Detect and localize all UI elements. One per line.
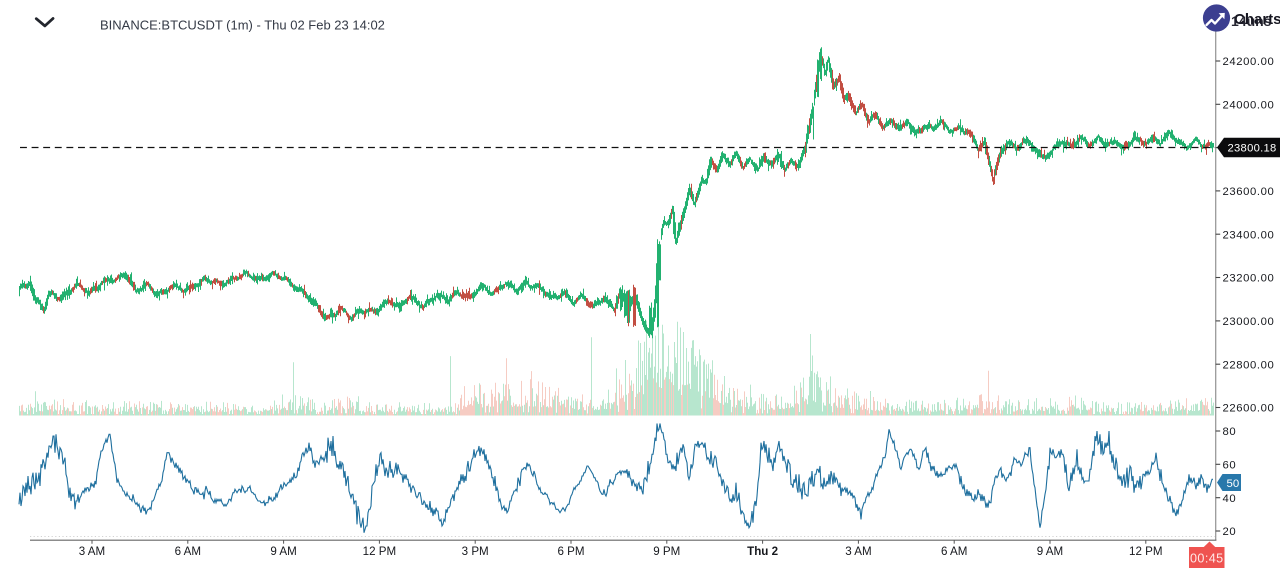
svg-text:24000.00: 24000.00 (1223, 99, 1275, 111)
svg-text:40: 40 (1223, 493, 1237, 505)
svg-text:9 AM: 9 AM (270, 545, 296, 558)
svg-text:6 AM: 6 AM (941, 545, 967, 558)
svg-text:14uns: 14uns (1231, 13, 1272, 29)
svg-text:80: 80 (1223, 426, 1237, 438)
svg-text:3 PM: 3 PM (462, 545, 489, 558)
svg-text:12 PM: 12 PM (1129, 545, 1163, 558)
svg-text:Charts p: Charts p (1234, 11, 1280, 28)
svg-text:20: 20 (1223, 526, 1237, 538)
svg-text:50: 50 (1227, 478, 1240, 490)
svg-text:12 PM: 12 PM (363, 545, 397, 558)
svg-text:BINANCE:BTCUSDT (1m) - Thu 02: BINANCE:BTCUSDT (1m) - Thu 02 Feb 23 14:… (100, 18, 385, 33)
svg-text:9 PM: 9 PM (653, 545, 680, 558)
svg-text:23200.00: 23200.00 (1223, 273, 1275, 285)
svg-text:23000.00: 23000.00 (1223, 316, 1275, 328)
svg-text:00:45: 00:45 (1190, 551, 1224, 565)
svg-text:23600.00: 23600.00 (1223, 186, 1275, 198)
svg-text:3 AM: 3 AM (79, 545, 105, 558)
svg-text:22600.00: 22600.00 (1223, 403, 1275, 415)
svg-text:9 AM: 9 AM (1037, 545, 1063, 558)
svg-text:24200.00: 24200.00 (1223, 56, 1275, 68)
svg-text:23800.18: 23800.18 (1228, 143, 1277, 155)
svg-text:6 PM: 6 PM (557, 545, 584, 558)
svg-text:23400.00: 23400.00 (1223, 229, 1275, 241)
svg-text:3 AM: 3 AM (845, 545, 871, 558)
svg-text:60: 60 (1223, 459, 1237, 471)
svg-text:22800.00: 22800.00 (1223, 359, 1275, 371)
svg-text:Thu 2: Thu 2 (747, 545, 778, 558)
svg-text:6 AM: 6 AM (175, 545, 201, 558)
